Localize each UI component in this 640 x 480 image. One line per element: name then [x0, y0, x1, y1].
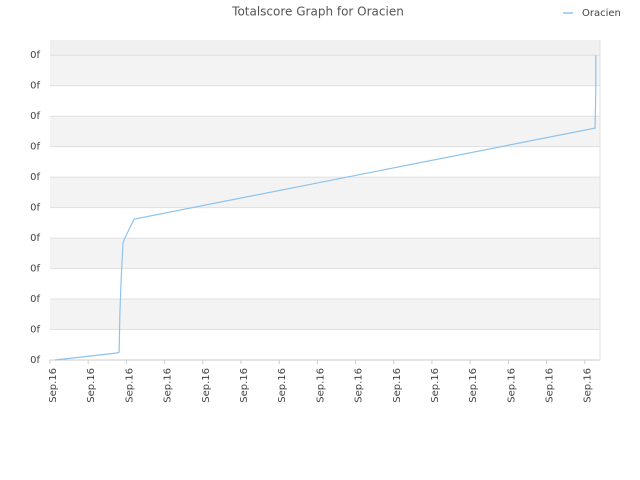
- grid-band: [50, 85, 600, 117]
- grid-band: [50, 116, 600, 147]
- x-tick-label: Sep.16: [545, 368, 556, 403]
- y-tick-label: 0f: [30, 355, 40, 366]
- x-tick-label: Sep.16: [163, 368, 174, 403]
- grid-band: [50, 55, 600, 86]
- x-tick-label: Sep.16: [315, 368, 326, 403]
- grid-band: [50, 268, 600, 300]
- y-tick-label: 0f: [30, 111, 40, 122]
- y-tick-label: 0f: [30, 142, 40, 153]
- grid-band: [50, 177, 600, 208]
- grid-band: [50, 146, 600, 178]
- x-tick-label: Sep.16: [86, 368, 97, 403]
- y-tick-label: 0f: [30, 81, 40, 92]
- chart-title: Totalscore Graph for Oracien: [231, 5, 404, 19]
- y-tick-label: 0f: [30, 203, 40, 214]
- grid-band: [50, 207, 600, 239]
- data-line: [54, 55, 597, 361]
- y-tick-label: 0f: [30, 50, 40, 61]
- x-tick-label: Sep.16: [124, 368, 135, 403]
- y-tick-label: 0f: [30, 325, 40, 336]
- y-tick-label: 0f: [30, 264, 40, 275]
- x-tick-label: Sep.16: [48, 368, 59, 403]
- x-tick-label: Sep.16: [354, 368, 365, 403]
- x-tick-label: Sep.16: [430, 368, 441, 403]
- grid-band: [50, 238, 600, 269]
- x-tick-label: Sep.16: [239, 368, 250, 403]
- x-tick-label: Sep.16: [506, 368, 517, 403]
- x-tick-label: Sep.16: [201, 368, 212, 403]
- x-tick-label: Sep.16: [468, 368, 479, 403]
- legend-label: Oracien: [582, 8, 621, 19]
- y-tick-label: 0f: [30, 233, 40, 244]
- x-tick-label: Sep.16: [583, 368, 594, 403]
- y-tick-label: 0f: [30, 172, 40, 183]
- grid-band: [50, 299, 600, 330]
- x-tick-label: Sep.16: [392, 368, 403, 403]
- x-tick-label: Sep.16: [277, 368, 288, 403]
- y-tick-label: 0f: [30, 294, 40, 305]
- grid-band: [50, 329, 600, 360]
